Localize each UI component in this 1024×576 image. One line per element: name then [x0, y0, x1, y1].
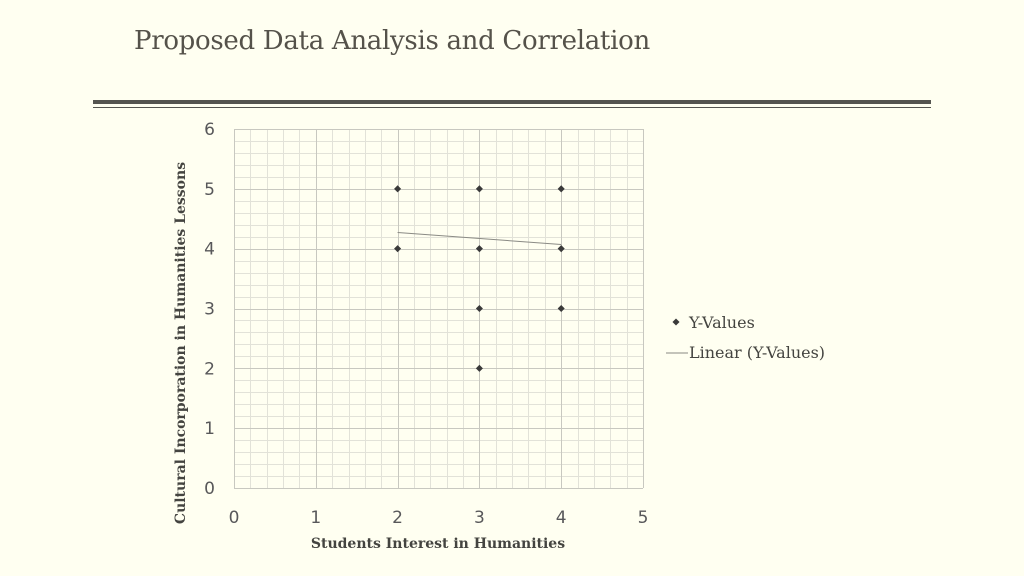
data-point — [394, 185, 402, 193]
y-tick-labels: 0 1 2 3 4 5 6 — [204, 120, 215, 499]
legend-label-trendline: Linear (Y-Values) — [689, 343, 825, 362]
title-divider-thick — [93, 100, 931, 104]
y-tick-label: 6 — [204, 120, 215, 140]
data-point — [475, 245, 483, 253]
trendline — [397, 232, 562, 245]
y-tick-label: 5 — [204, 180, 215, 200]
data-points — [394, 185, 565, 372]
title-divider-thin — [93, 107, 931, 108]
grid-minor-lines — [234, 129, 644, 489]
y-tick-label: 4 — [204, 240, 215, 260]
x-tick-label: 0 — [229, 508, 240, 528]
data-point — [475, 364, 483, 372]
data-point — [475, 185, 483, 193]
data-point — [557, 185, 565, 193]
y-tick-label: 3 — [204, 300, 215, 320]
x-tick-labels: 0 1 2 3 4 5 — [229, 508, 649, 528]
x-tick-label: 5 — [638, 508, 649, 528]
legend: Y-Values Linear (Y-Values) — [666, 313, 825, 362]
data-point — [557, 245, 565, 253]
x-tick-label: 2 — [392, 508, 403, 528]
y-tick-label: 2 — [204, 359, 215, 379]
data-point — [557, 304, 565, 313]
grid-major-lines — [234, 129, 644, 489]
x-tick-label: 4 — [556, 508, 567, 528]
slide-title: Proposed Data Analysis and Correlation — [134, 26, 650, 56]
y-tick-label: 1 — [204, 419, 215, 439]
y-tick-label: 0 — [204, 479, 215, 499]
x-tick-label: 3 — [474, 508, 485, 528]
data-point — [394, 245, 402, 253]
x-axis-title: Students Interest in Humanities — [311, 536, 565, 552]
y-axis-title: Cultural Incorporation in Humanities Les… — [173, 162, 189, 524]
data-point — [475, 304, 483, 313]
x-tick-label: 1 — [310, 508, 321, 528]
legend-label-series: Y-Values — [688, 313, 755, 332]
legend-marker-icon — [672, 318, 680, 326]
